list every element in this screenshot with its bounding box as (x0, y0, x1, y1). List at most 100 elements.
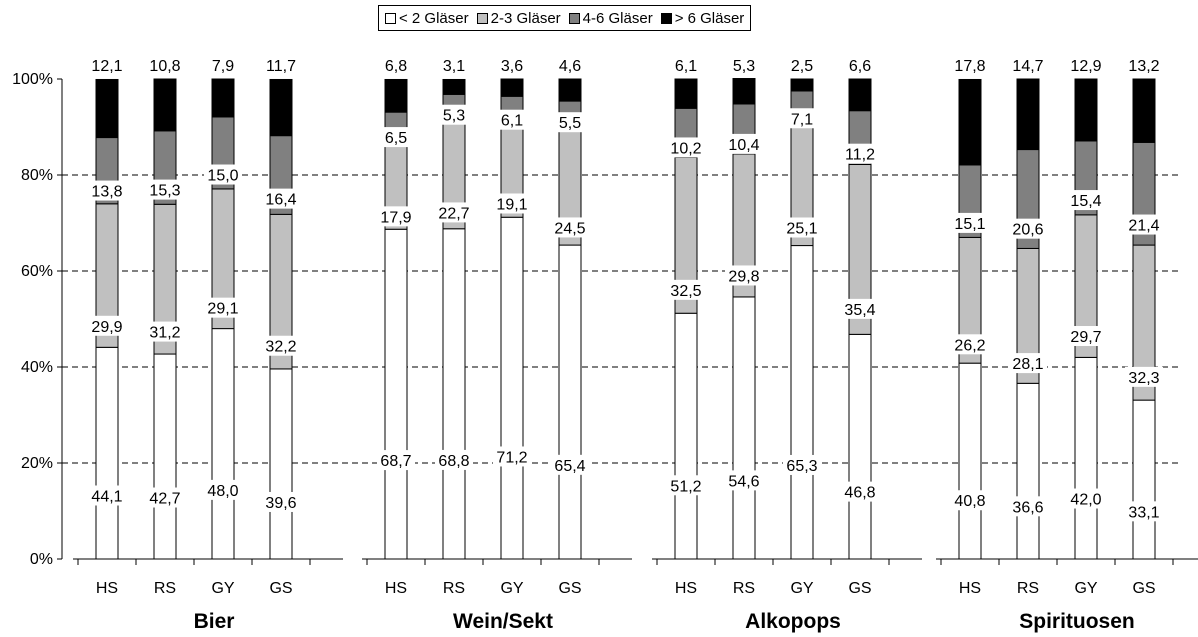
data-label: 32,5 (670, 283, 701, 300)
category-label: GS (848, 580, 871, 597)
bar-segment (1074, 78, 1098, 142)
data-label-bg (1067, 190, 1105, 211)
data-label: 25,1 (786, 220, 817, 237)
category-label: HS (675, 580, 697, 597)
bar-segment (958, 362, 982, 560)
category-label: GY (500, 580, 523, 597)
data-label: 29,1 (207, 301, 238, 318)
data-label: 65,3 (786, 458, 817, 475)
bar-segment (674, 78, 698, 109)
bar-segment (153, 78, 177, 132)
data-label-bg (1067, 488, 1105, 509)
data-label-bg (551, 112, 589, 133)
legend-item-gt6: > 6 Gläser (660, 9, 745, 27)
data-label-bg (551, 217, 589, 238)
data-label: 11,7 (266, 58, 296, 75)
data-label: 6,8 (385, 58, 407, 75)
data-label-bg (951, 490, 989, 511)
data-label-bg (1125, 501, 1163, 522)
bar-segment (1016, 382, 1040, 560)
data-label-bg (725, 133, 763, 154)
data-label: 26,2 (954, 337, 985, 354)
data-label: 35,4 (844, 302, 875, 319)
data-label: 7,1 (791, 111, 813, 128)
data-label: 2,5 (791, 58, 813, 75)
data-label: 40,8 (954, 493, 985, 510)
data-label: 68,7 (380, 453, 411, 470)
bar-segment (558, 78, 582, 102)
y-tick-label: 20% (21, 455, 53, 472)
data-label-bg (88, 485, 126, 506)
data-label: 17,9 (380, 209, 411, 226)
data-label: 16,4 (265, 192, 296, 209)
legend-label-gt6: > 6 Gläser (674, 9, 745, 27)
data-label: 33,1 (1128, 504, 1159, 521)
data-label-bg (1009, 218, 1047, 239)
category-label: GS (558, 580, 581, 597)
legend-swatch-lt2 (385, 12, 396, 24)
data-label-bg (725, 265, 763, 286)
category-label: GS (1132, 580, 1155, 597)
data-label: 46,8 (844, 485, 875, 502)
category-label: GS (269, 580, 292, 597)
y-tick-label: 80% (21, 167, 53, 184)
data-label: 13,8 (91, 184, 122, 201)
legend-swatch-4-6 (568, 12, 580, 24)
legend-swatch-2-3 (476, 12, 488, 24)
category-label: GY (790, 580, 813, 597)
data-label: 5,5 (559, 115, 581, 132)
data-label: 42,7 (149, 491, 180, 508)
category-label: RS (154, 580, 176, 597)
y-tick-label: 60% (21, 263, 53, 280)
data-label: 6,1 (501, 113, 523, 130)
bar-segment (1074, 356, 1098, 560)
data-label-bg (377, 206, 415, 227)
data-label: 3,1 (443, 58, 465, 75)
category-label: GY (211, 580, 234, 597)
data-label-bg (841, 143, 879, 164)
bar-segment (269, 368, 293, 560)
group-label-bier: Bier (194, 610, 235, 633)
bar-segment (790, 245, 814, 560)
data-label: 36,6 (1012, 499, 1043, 516)
data-label-bg (204, 164, 242, 185)
legend-label-4-6: 4-6 Gläser (582, 9, 653, 27)
bar-segment (790, 78, 814, 92)
data-label-bg (667, 475, 705, 496)
data-label: 12,1 (91, 58, 122, 75)
category-label: HS (96, 580, 118, 597)
bar-segment (269, 78, 293, 137)
data-label: 11,2 (845, 147, 875, 164)
data-label-bg (551, 454, 589, 475)
data-label-bg (262, 188, 300, 209)
data-label: 24,5 (554, 220, 585, 237)
data-label: 7,9 (212, 58, 234, 75)
bar-segment (848, 333, 872, 560)
legend-label-2-3: 2-3 Gläser (490, 9, 561, 27)
data-label-bg (1067, 326, 1105, 347)
bar-segment (1016, 78, 1040, 151)
bar-segment (211, 78, 235, 118)
data-label: 44,1 (91, 488, 122, 505)
legend-item-2-3: 2-3 Gläser (476, 9, 561, 27)
data-label-bg (88, 315, 126, 336)
data-label: 48,0 (207, 483, 238, 500)
data-label-bg (377, 127, 415, 148)
bar-segment (848, 78, 872, 112)
bar-segment (958, 78, 982, 166)
data-label-bg (667, 279, 705, 300)
data-label: 6,6 (849, 58, 871, 75)
bar-segment (1132, 78, 1156, 143)
data-label: 28,1 (1012, 356, 1043, 373)
legend-label-lt2: < 2 Gläser (399, 9, 469, 27)
data-label: 14,7 (1012, 58, 1043, 75)
data-label-bg (435, 202, 473, 223)
category-label: HS (385, 580, 407, 597)
data-label: 54,6 (728, 473, 759, 490)
category-label: RS (1017, 580, 1039, 597)
data-label-bg (783, 217, 821, 238)
y-tick-label: 40% (21, 359, 53, 376)
data-label: 12,9 (1070, 58, 1101, 75)
data-label: 68,8 (438, 453, 469, 470)
data-label-bg (1009, 496, 1047, 517)
